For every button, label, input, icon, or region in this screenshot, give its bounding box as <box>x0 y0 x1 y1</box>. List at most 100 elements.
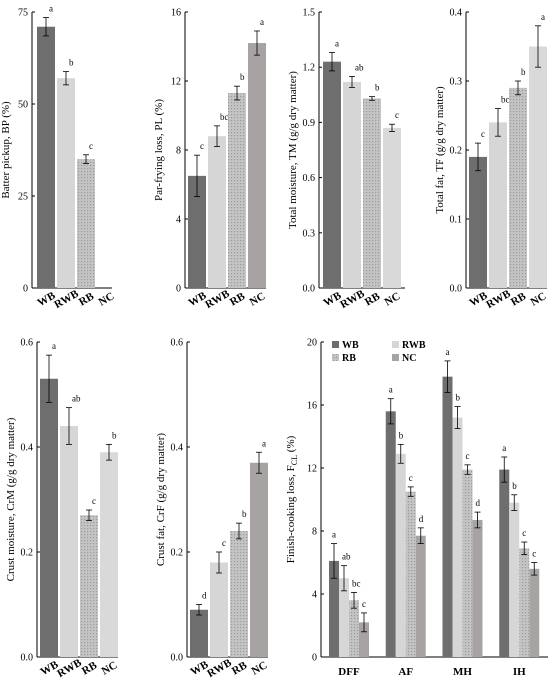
significance-letter: d <box>476 498 481 508</box>
bar-WB <box>329 560 339 657</box>
legend-swatch-RWB <box>392 341 399 348</box>
x-tick-label: RB <box>77 290 97 308</box>
legend-label: NC <box>402 353 416 364</box>
bar-NC <box>250 462 268 657</box>
bar-NC <box>248 43 266 288</box>
bar-NC <box>529 568 540 657</box>
y-axis-label: Total fat, TF (g/g dry matter) <box>434 86 446 214</box>
bar-NC <box>100 452 118 657</box>
bar-NC <box>415 535 426 657</box>
y-tick-label: 50 <box>18 100 28 111</box>
x-tick-label: IH <box>513 666 526 678</box>
significance-letter: a <box>335 38 339 48</box>
bar-RWB <box>339 578 349 657</box>
panel-tm: 0.0 0.3 0.6 0.9 1.2 1.5 Total moisture, TM (g/… <box>287 8 405 311</box>
significance-letter: c <box>362 599 366 609</box>
y-tick-label: 0.9 <box>303 118 316 129</box>
y-tick-label: 0.0 <box>21 653 34 664</box>
bar-WB <box>188 175 206 288</box>
y-tick-label: 0.2 <box>450 146 463 157</box>
significance-letter: c <box>481 129 485 139</box>
x-tick-label: RB <box>228 290 248 308</box>
panel-crf: 0.0 0.2 0.4 0.6 Crust fat, CrF (g/g dry matt… <box>155 338 269 681</box>
y-tick-label: 0.3 <box>450 77 463 88</box>
bar-NC <box>472 519 483 657</box>
legend-label: WB <box>342 340 359 351</box>
y-tick-label: 25 <box>18 192 28 203</box>
y-tick-label: 75 <box>18 8 28 19</box>
bar-WB <box>499 469 510 657</box>
y-tick-label: 0.3 <box>303 228 316 239</box>
panel-crm: 0.0 0.2 0.4 0.6 Crust moisture, CrM (g/g dry… <box>5 338 119 681</box>
significance-letter: c <box>222 538 226 548</box>
y-tick-label: 0.6 <box>303 173 316 184</box>
y-tick-label: 4 <box>176 215 181 226</box>
bar-RB <box>363 98 381 288</box>
legend-swatch-RB <box>332 354 339 361</box>
significance-letter: c <box>522 528 526 538</box>
x-tick-label: RB <box>230 659 250 677</box>
significance-letter: a <box>49 4 53 14</box>
significance-letter: b <box>69 58 74 68</box>
y-axis-label: Par-frying loss, PL (%) <box>153 99 165 201</box>
bar-NC <box>359 622 369 657</box>
y-tick-label: 20 <box>307 338 317 349</box>
y-tick-label: 12 <box>171 77 181 88</box>
bar-WB <box>37 26 55 288</box>
bar-RWB <box>343 81 361 288</box>
y-tick-label: 0.2 <box>171 548 184 559</box>
legend-swatch-WB <box>332 341 339 348</box>
y-tick-label: 0.1 <box>450 215 463 226</box>
panel-tf: 0.0 0.1 0.2 0.3 0.4 Total fat, TF (g/g dry ma… <box>434 8 548 312</box>
x-tick-label: NC <box>100 659 120 677</box>
x-tick-label: MH <box>453 666 472 678</box>
bar-NC <box>383 127 401 288</box>
bar-RB <box>228 93 246 288</box>
y-tick-label: 0.4 <box>171 443 184 454</box>
significance-letter: b <box>456 393 461 403</box>
x-tick-label: RB <box>80 659 100 677</box>
significance-letter: c <box>92 496 96 506</box>
significance-letter: bc <box>501 95 510 105</box>
significance-letter: b <box>521 67 526 77</box>
bar-WB <box>442 376 453 657</box>
y-axis-label: Crust fat, CrF (g/g dry matter) <box>155 433 167 567</box>
significance-letter: ab <box>342 552 351 562</box>
y-axis-label: Total moisture, TM (g/g dry matter) <box>287 71 299 229</box>
significance-letter: b <box>242 509 247 519</box>
y-tick-label: 8 <box>176 146 181 157</box>
bar-WB <box>323 61 341 289</box>
y-tick-label: 4 <box>312 590 317 601</box>
bar-RB <box>405 491 416 657</box>
significance-letter: b <box>112 430 117 440</box>
significance-letter: a <box>262 438 266 448</box>
bar-RB <box>77 159 95 288</box>
x-tick-label: AF <box>398 666 413 678</box>
y-tick-label: 0.0 <box>303 284 316 295</box>
bar-WB <box>40 378 58 657</box>
y-tick-label: 8 <box>312 527 317 538</box>
y-tick-label: 0.4 <box>21 443 34 454</box>
significance-letter: d <box>419 514 424 524</box>
legend: WB RWB RB NC <box>332 340 426 364</box>
bar-RB <box>349 600 359 657</box>
significance-letter: a <box>446 347 450 357</box>
bar-WB <box>469 156 487 288</box>
x-tick-label: NC <box>248 290 268 308</box>
y-tick-label: 0.4 <box>450 8 463 19</box>
bar-NC <box>529 46 547 288</box>
y-tick-label: 16 <box>171 8 181 19</box>
significance-letter: b <box>512 481 517 491</box>
significance-letter: c <box>89 141 93 151</box>
legend-label: RWB <box>402 340 426 351</box>
x-tick-label: NC <box>529 290 549 308</box>
significance-letter: a <box>260 17 264 27</box>
bar-WB <box>190 609 208 657</box>
bar-RWB <box>57 78 75 289</box>
significance-letter: a <box>332 530 336 540</box>
x-tick-label: NC <box>383 290 403 308</box>
bar-RB <box>80 515 98 657</box>
